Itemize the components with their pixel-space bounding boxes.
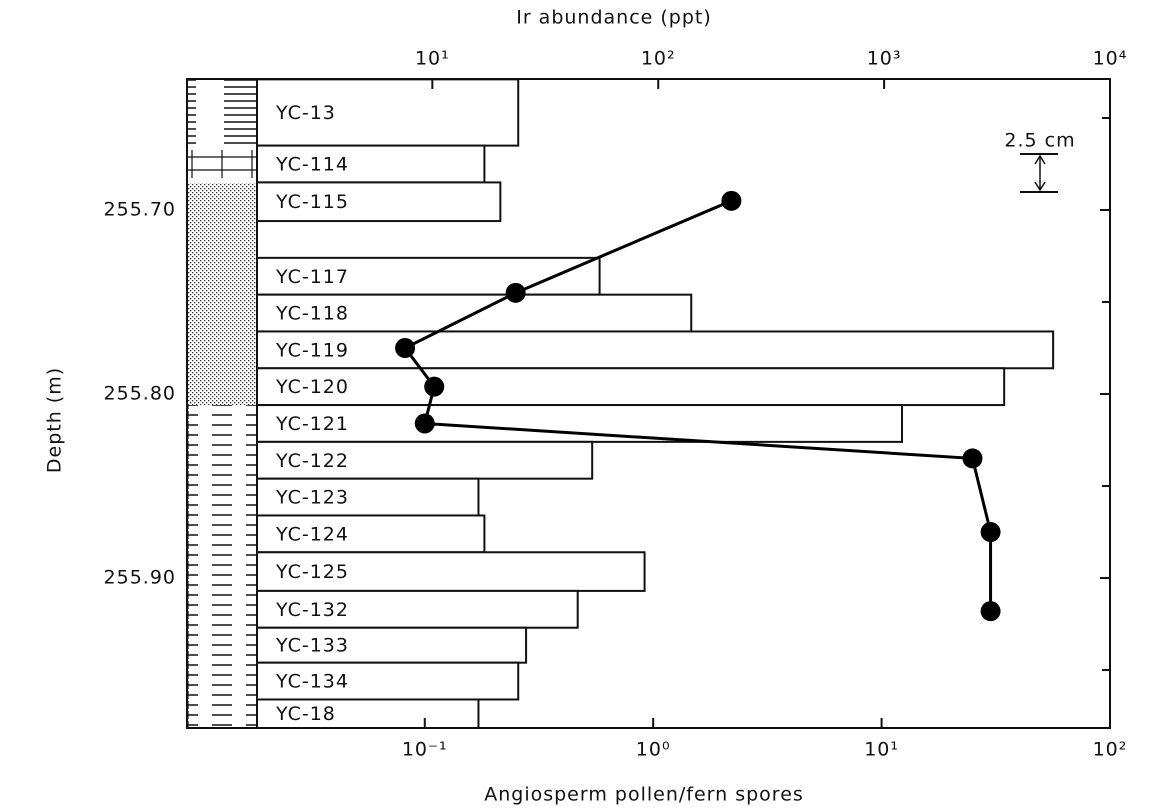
y-tick-label: 255.70: [104, 199, 176, 221]
sample-label: YC-134: [275, 671, 349, 693]
sample-label: YC-132: [275, 599, 349, 621]
x-bottom-tick-label: 10²: [1093, 739, 1128, 761]
bar: [256, 477, 480, 517]
ratio-point: [980, 601, 1001, 622]
plot-frame: [186, 78, 1111, 729]
bar: [256, 367, 1006, 407]
x-top-tick-label: 10¹: [415, 48, 450, 70]
bar: [256, 404, 904, 443]
ratio-point: [395, 338, 416, 359]
annotation: 2.5 cm: [1004, 130, 1075, 152]
x-bottom-tick-label: 10⁰: [636, 739, 671, 761]
sample-label: YC-117: [275, 266, 349, 288]
y-axis-label: Depth (m): [44, 367, 66, 473]
sample-label: YC-114: [275, 154, 349, 176]
sample-label: YC-123: [275, 487, 349, 509]
bar: [256, 514, 486, 554]
sample-label: YC-118: [275, 303, 349, 325]
sample-label: YC-122: [275, 450, 349, 472]
lithology-column: [187, 79, 258, 728]
x-bottom-tick-label: 10¹: [864, 739, 899, 761]
sample-label: YC-120: [275, 376, 349, 398]
ratio-point: [424, 376, 445, 397]
ratio-point: [980, 522, 1001, 543]
bar: [256, 626, 528, 664]
sample-label: YC-125: [275, 561, 349, 583]
y-tick-label: 255.80: [104, 383, 176, 405]
ratio-point: [414, 413, 435, 434]
bar: [256, 589, 579, 629]
ratio-line: [402, 199, 993, 612]
bottom-axis-label: Angiosperm pollen/fern spores: [484, 784, 804, 806]
sample-label: YC-13: [275, 102, 336, 124]
x-top-tick-label: 10³: [867, 48, 902, 70]
ratio-point: [962, 448, 983, 469]
bar: [256, 181, 502, 223]
x-top-tick-label: 10²: [641, 48, 676, 70]
sample-label: YC-121: [275, 413, 349, 435]
sample-label: YC-124: [275, 523, 349, 545]
sample-label: YC-115: [275, 191, 349, 213]
top-axis-label: Ir abundance (ppt): [516, 7, 712, 29]
y-tick-label: 255.90: [104, 567, 176, 589]
bar: [256, 440, 594, 480]
scale-bar: 2.5 cm: [1004, 130, 1075, 193]
ratio-point: [505, 282, 526, 303]
sample-label: YC-18: [275, 703, 336, 725]
ratio-point: [721, 190, 742, 211]
bar: [256, 330, 1055, 370]
x-bottom-tick-label: 10⁻¹: [402, 739, 448, 761]
sample-label: YC-119: [275, 339, 349, 361]
bar: [256, 661, 520, 701]
sample-label: YC-133: [275, 635, 349, 657]
bar: [256, 144, 486, 184]
x-top-tick-label: 10⁴: [1093, 48, 1128, 70]
